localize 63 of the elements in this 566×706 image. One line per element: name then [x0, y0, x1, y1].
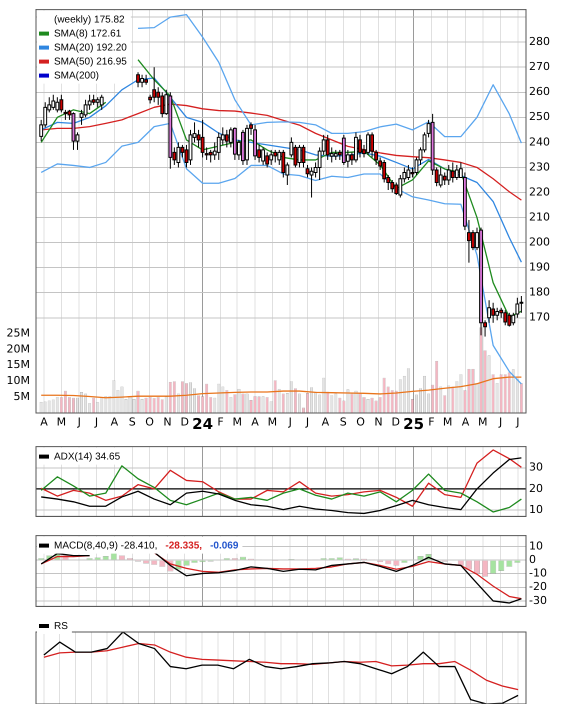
y-tick-label: 210 [529, 210, 550, 224]
x-tick-label: A [40, 415, 48, 428]
y-tick-label: 20 [529, 482, 543, 495]
y-tick-label: 240 [529, 135, 550, 148]
y2-tick-label: 5M [14, 390, 30, 403]
x-tick-label: J [304, 415, 310, 428]
legend-label: SMA(50) 216.95 [54, 56, 128, 68]
y-tick-label: 250 [529, 110, 550, 124]
x-tick-label: S [340, 415, 347, 428]
x-tick-label: A [251, 415, 260, 428]
x-tick-label: 24 [192, 414, 214, 433]
y2-tick-label: 20M [6, 342, 30, 356]
x-tick-label: N [374, 415, 383, 428]
x-tick-label: J [515, 415, 520, 428]
x-tick-label: D [391, 415, 400, 428]
x-tick-label: M [232, 415, 242, 428]
x-tick-label: D [180, 415, 189, 428]
y-tick-label: 230 [529, 160, 550, 174]
series-label: -28.335, [165, 540, 202, 552]
y-tick-label: -20 [529, 580, 547, 594]
legend-label: RS [54, 620, 68, 632]
legend-label: MACD(8,40,9) -28.410, [54, 540, 158, 552]
y-tick-label: 190 [529, 260, 550, 274]
x-tick-label: M [442, 415, 452, 428]
x-tick-label: N [163, 415, 172, 428]
legend-label: SMA(20) 192.20 [54, 42, 128, 54]
x-tick-label: S [128, 415, 136, 428]
x-tick-label: J [288, 415, 292, 428]
y-tick-label: -30 [529, 594, 547, 607]
y-tick-label: 270 [529, 60, 550, 74]
x-tick-label: A [322, 415, 330, 428]
y-tick-label: 30 [529, 460, 543, 474]
y-tick-label: 180 [529, 286, 550, 299]
x-tick-label: J [498, 415, 502, 428]
x-tick-label: F [217, 415, 224, 428]
x-tick-label: O [356, 415, 366, 428]
x-tick-label: 25 [403, 414, 424, 433]
x-tick-label: J [76, 415, 81, 428]
y2-tick-label: 15M [6, 358, 30, 372]
x-tick-label: F [428, 415, 435, 428]
legend-label: SMA(200) [54, 70, 100, 82]
y-tick-label: 10 [529, 502, 543, 516]
y-tick-label: 0 [529, 552, 536, 566]
y-tick-label: 170 [529, 310, 550, 324]
y-tick-label: 280 [529, 35, 550, 48]
x-tick-label: A [462, 415, 470, 428]
y-tick-label: 10 [529, 539, 543, 552]
y2-tick-label: 10M [6, 374, 30, 388]
y-tick-label: 260 [529, 85, 550, 98]
y-tick-label: -10 [529, 566, 547, 580]
x-tick-label: O [145, 415, 154, 428]
y2-tick-label: 25M [6, 326, 30, 340]
x-tick-label: M [268, 415, 278, 428]
x-tick-label: A [110, 415, 119, 428]
x-tick-label: J [94, 415, 98, 428]
x-tick-label: M [478, 415, 488, 428]
annotation: -0.069 [210, 540, 239, 552]
x-tick-label: M [56, 415, 66, 428]
legend-label: SMA(8) 172.61 [54, 28, 122, 40]
legend-label: ADX(14) 34.65 [54, 451, 121, 462]
y-tick-label: 220 [529, 185, 550, 198]
y-tick-label: 200 [529, 235, 550, 248]
text: (weekly) 175.82 [54, 14, 126, 26]
